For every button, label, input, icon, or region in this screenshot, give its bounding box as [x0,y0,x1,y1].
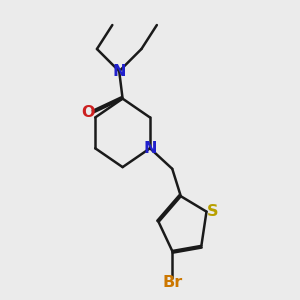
Text: Br: Br [162,275,182,290]
Text: N: N [143,141,157,156]
Text: N: N [112,64,126,79]
Text: O: O [82,105,95,120]
Text: S: S [207,204,218,219]
